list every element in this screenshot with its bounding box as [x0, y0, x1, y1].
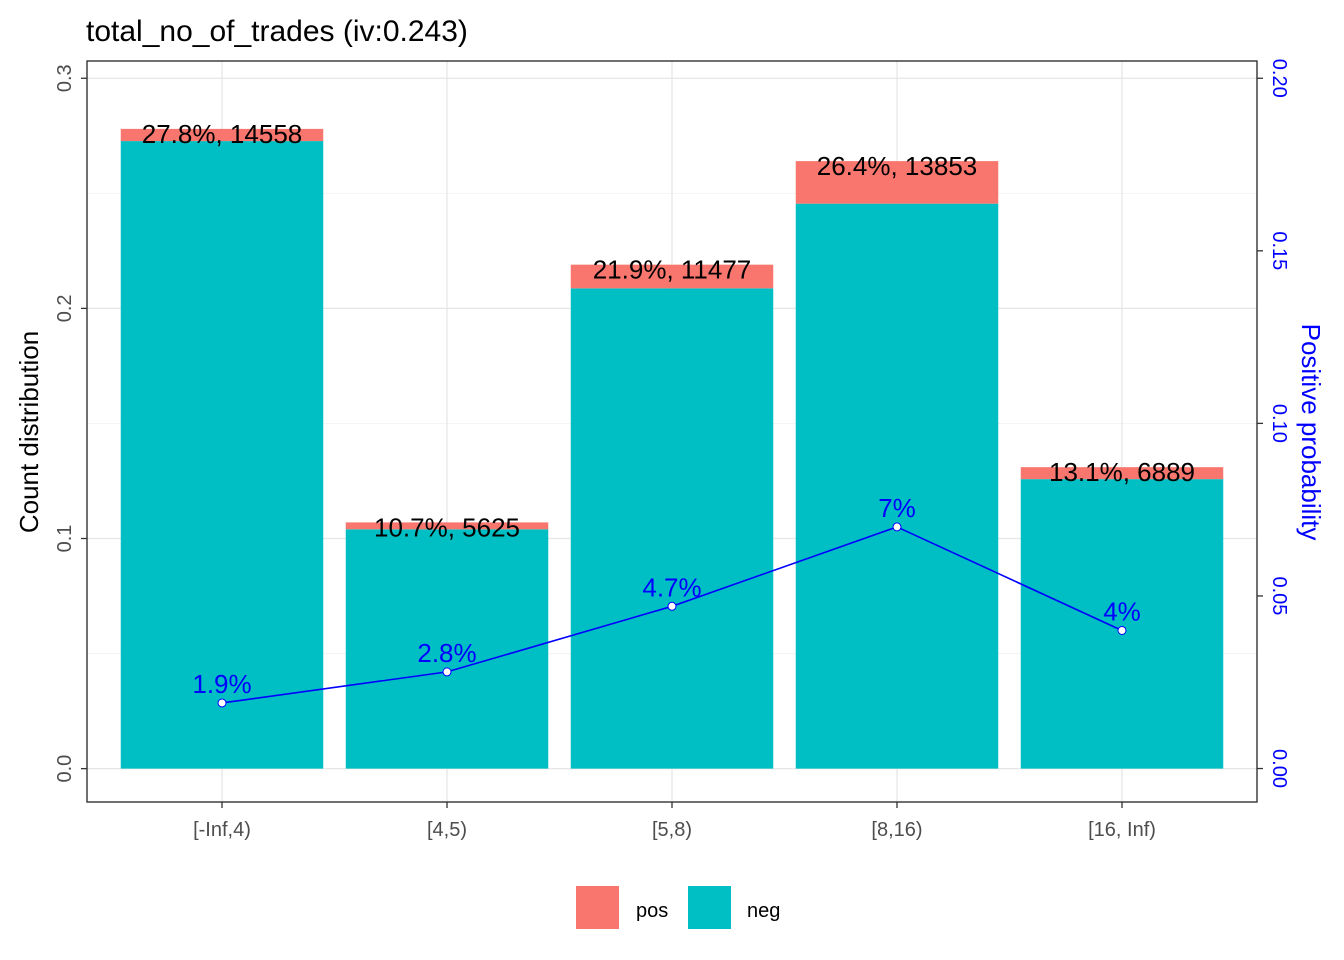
- probability-point: [217, 698, 227, 708]
- bar-label: 27.8%, 14558: [142, 119, 302, 149]
- bar-labels: 27.8%, 14558 10.7%, 5625 21.9%, 11477 26.4%…: [142, 119, 1195, 543]
- x-tick-label: [16, Inf): [1088, 819, 1156, 841]
- bar-neg: [570, 288, 774, 769]
- probability-point: [667, 601, 677, 611]
- probability-label: 4.7%: [642, 572, 701, 602]
- chart-title: total_no_of_trades (iv:0.243): [86, 15, 468, 48]
- y-axis-right: 0.00 0.05 0.10 0.15 0.20: [1257, 59, 1290, 788]
- bar-label: 21.9%, 11477: [593, 255, 752, 285]
- y-tick-label: 0.3: [54, 64, 76, 92]
- y2-axis-title: Positive probability: [1296, 324, 1326, 541]
- legend-swatch-neg: [688, 886, 731, 929]
- legend-swatch-pos: [576, 886, 619, 929]
- bar-neg: [345, 529, 549, 769]
- bar-pos: [1020, 467, 1224, 480]
- bar-neg: [795, 203, 999, 769]
- y-tick-label: 0.2: [54, 294, 76, 322]
- bar-neg: [120, 141, 324, 769]
- y2-tick-label: 0.20: [1268, 59, 1290, 98]
- y2-tick-label: 0.00: [1268, 749, 1290, 788]
- y2-tick-label: 0.15: [1268, 231, 1290, 270]
- bar-neg: [1020, 479, 1224, 769]
- y2-tick-label: 0.10: [1268, 404, 1290, 443]
- x-axis: [-Inf,4) [4,5) [5,8) [8,16) [16, Inf): [193, 802, 1156, 841]
- legend-label-neg: neg: [747, 900, 780, 922]
- y-axis-left: 0.0 0.1 0.2 0.3: [54, 64, 87, 783]
- bars: [120, 128, 1224, 769]
- probability-point: [1117, 625, 1127, 635]
- y2-tick-label: 0.05: [1268, 576, 1290, 615]
- y-tick-label: 0.0: [54, 755, 76, 783]
- x-tick-label: [4,5): [427, 819, 467, 841]
- bar-pos: [795, 161, 999, 204]
- bar-label: 13.1%, 6889: [1049, 457, 1195, 487]
- y-axis-title: Count distribution: [14, 331, 44, 533]
- probability-point: [892, 522, 902, 532]
- bar-pos: [570, 264, 774, 289]
- x-tick-label: [5,8): [652, 819, 692, 841]
- legend-label-pos: pos: [636, 900, 668, 922]
- probability-label: 7%: [878, 493, 916, 523]
- y-tick-label: 0.1: [54, 525, 76, 553]
- bar-label: 26.4%, 13853: [817, 151, 977, 181]
- probability-line: 1.9% 2.8% 4.7% 7% 4%: [192, 493, 1141, 708]
- bar-pos: [120, 128, 324, 142]
- bar-pos: [345, 522, 549, 530]
- probability-label: 2.8%: [417, 638, 476, 668]
- x-tick-label: [8,16): [871, 819, 922, 841]
- legend: pos neg: [576, 886, 780, 929]
- bar-label: 10.7%, 5625: [374, 512, 520, 542]
- probability-point: [442, 667, 452, 677]
- probability-label: 1.9%: [192, 669, 251, 699]
- x-tick-label: [-Inf,4): [193, 819, 251, 841]
- probability-label: 4%: [1103, 596, 1141, 626]
